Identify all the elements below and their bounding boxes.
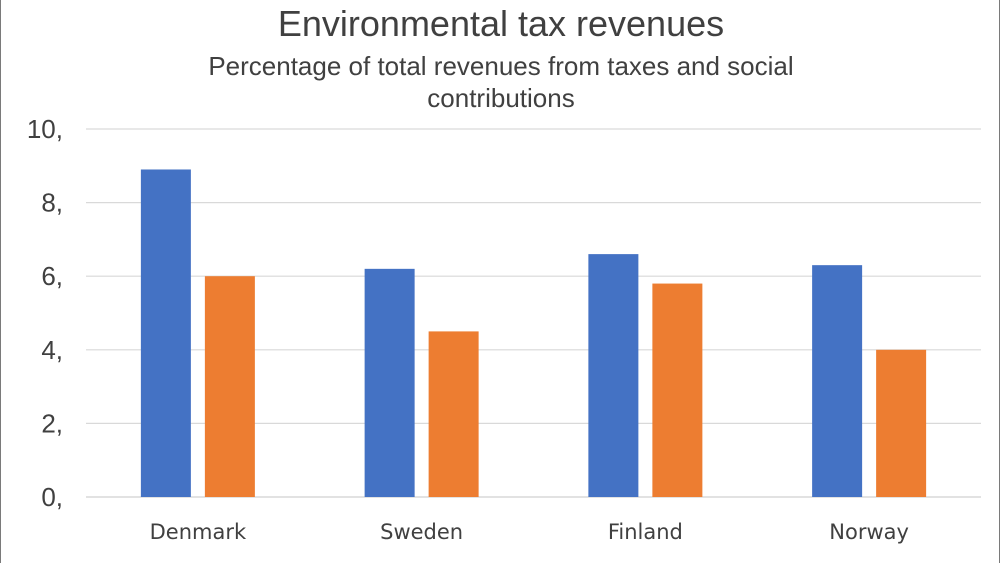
x-category-label-finland: Finland: [608, 520, 683, 544]
y-tick-label: 8,: [41, 188, 63, 218]
bars: [140, 169, 927, 498]
y-tick-label: 4,: [41, 335, 63, 365]
bar-finland-series-1: [588, 254, 639, 497]
y-tick-label: 0,: [41, 482, 63, 512]
bar-norway-series-1: [812, 265, 863, 497]
y-tick-label: 6,: [41, 261, 63, 291]
y-tick-label: 2,: [41, 408, 63, 438]
bar-norway-series-2: [876, 349, 927, 497]
bar-finland-series-2: [652, 283, 703, 497]
x-category-label-sweden: Sweden: [380, 520, 463, 544]
bar-sweden-series-1: [364, 268, 415, 497]
x-category-label-norway: Norway: [829, 520, 909, 544]
chart-title: Environmental tax revenues: [277, 3, 725, 44]
y-tick-label: 10,: [27, 114, 63, 144]
bar-sweden-series-2: [428, 331, 479, 497]
y-axis-ticks: 0, 2, 4, 6, 8, 10,: [27, 114, 63, 512]
bar-denmark-series-1: [140, 169, 191, 498]
x-axis-labels: Denmark Sweden Finland Norway: [150, 520, 909, 544]
x-category-label-denmark: Denmark: [150, 520, 247, 544]
chart-subtitle: Percentage of total revenues from taxes …: [208, 51, 794, 113]
bar-denmark-series-2: [204, 276, 255, 497]
